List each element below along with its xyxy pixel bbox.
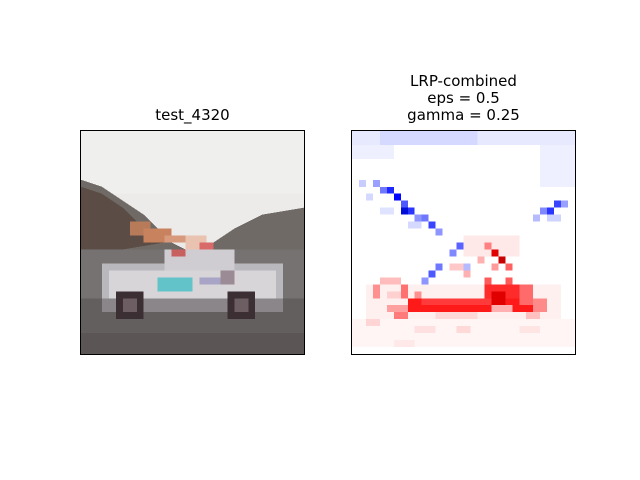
lrp-title-line-gamma: gamma = 0.25 xyxy=(407,106,520,124)
input-image-title-text: test_4320 xyxy=(155,106,230,124)
input-image xyxy=(80,130,305,355)
input-image-title: test_4320 xyxy=(80,107,305,124)
lrp-title-line-method: LRP-combined xyxy=(410,72,517,90)
lrp-heatmap xyxy=(351,130,576,355)
lrp-heatmap-title: LRP-combined eps = 0.5 gamma = 0.25 xyxy=(351,73,576,124)
lrp-title-line-eps: eps = 0.5 xyxy=(427,89,500,107)
